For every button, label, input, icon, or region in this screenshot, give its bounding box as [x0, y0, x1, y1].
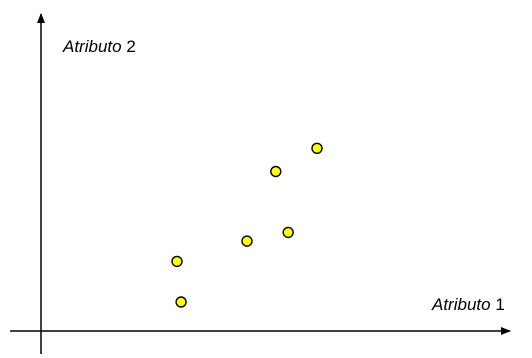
data-point-6 [311, 142, 323, 155]
y-axis-label-index: 2 [126, 37, 135, 56]
data-point-1 [171, 255, 183, 268]
data-point-2 [175, 296, 187, 308]
x-axis-label-word: Atributo [431, 295, 491, 314]
data-points [171, 142, 323, 308]
x-axis-label-index: 1 [495, 295, 504, 314]
y-axis-label: Atributo 2 [62, 37, 136, 56]
data-point-3 [241, 235, 253, 247]
data-point-5 [282, 226, 294, 239]
x-axis-label: Atributo 1 [431, 295, 505, 314]
data-point-4 [270, 165, 282, 178]
y-axis-label-word: Atributo [62, 37, 122, 56]
